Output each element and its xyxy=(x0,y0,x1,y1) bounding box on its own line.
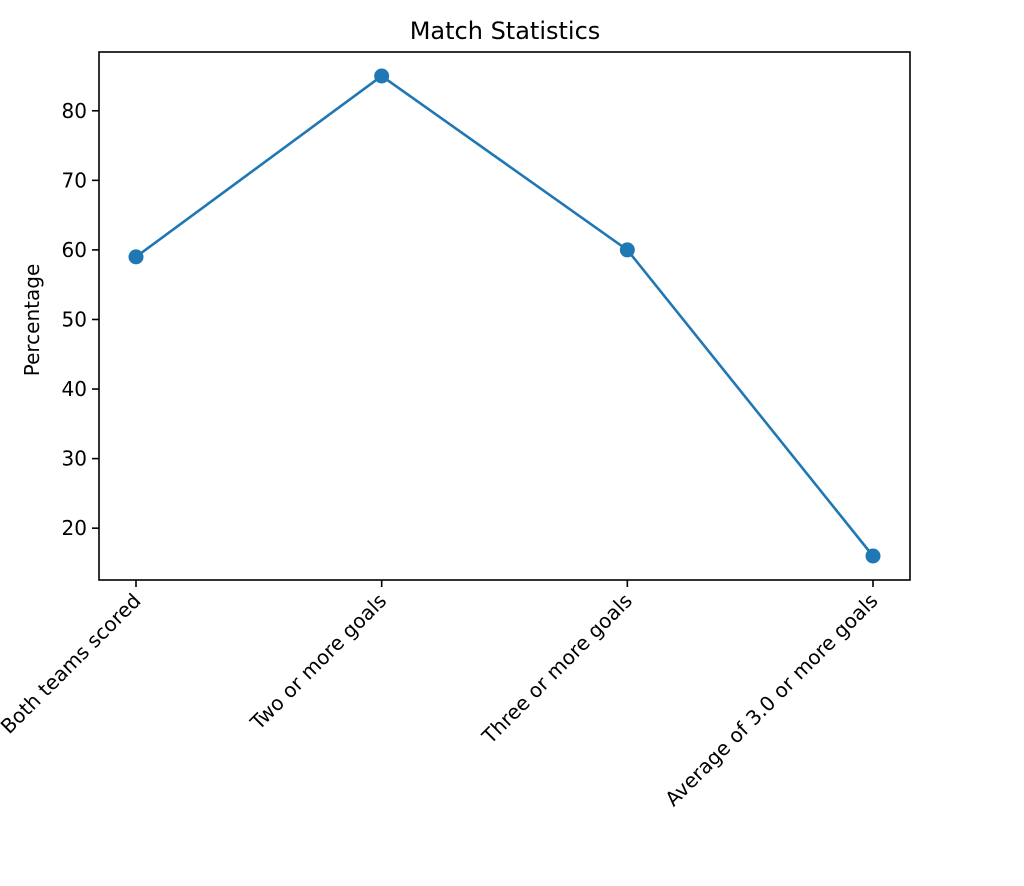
y-tick-label: 40 xyxy=(62,377,87,401)
data-point xyxy=(374,68,390,84)
y-tick-label: 60 xyxy=(62,238,87,262)
chart-title: Match Statistics xyxy=(410,17,601,45)
series-line xyxy=(135,74,875,557)
data-point xyxy=(865,548,881,564)
y-tick-label: 20 xyxy=(62,516,87,540)
data-point xyxy=(128,249,144,265)
x-tick-label: Three or more goals xyxy=(476,589,636,749)
y-tick-label: 30 xyxy=(62,447,87,471)
x-tick-label: Both teams scored xyxy=(0,589,146,739)
x-tick-label: Average of 3.0 or more goals xyxy=(660,589,882,811)
y-axis-label: Percentage xyxy=(20,264,44,377)
plot-area: 20 30 40 50 60 70 80 Both teams scored Two or mo… xyxy=(0,51,911,811)
x-tick-label: Two or more goals xyxy=(245,589,391,735)
y-tick-label: 80 xyxy=(62,99,87,123)
plot-frame xyxy=(98,51,911,581)
data-point xyxy=(619,242,635,258)
y-tick-label: 70 xyxy=(62,168,87,192)
y-tick-label: 50 xyxy=(62,307,87,331)
